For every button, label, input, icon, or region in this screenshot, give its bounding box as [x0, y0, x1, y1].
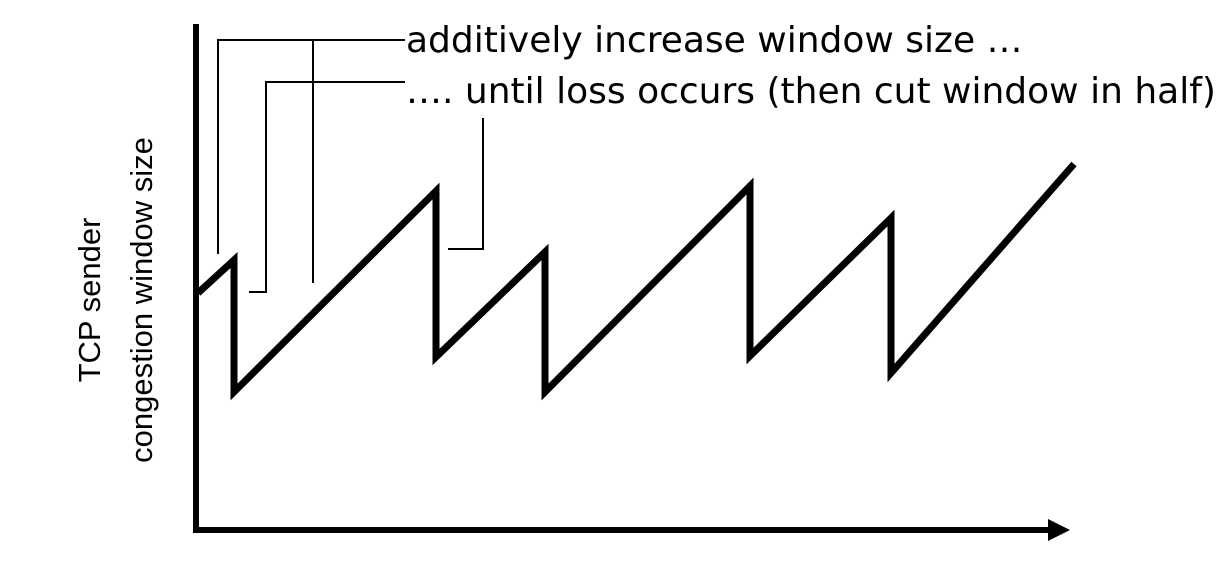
y-axis-label-line2: congestion window size: [124, 137, 159, 463]
loss-annotation: …. until loss occurs (then cut window in…: [406, 71, 1216, 112]
increase-annotation: additively increase window size …: [406, 20, 1023, 61]
increase-leader-line-left: [217, 39, 405, 254]
loss-leader-line-left: [249, 81, 405, 293]
y-axis-label-line1: TCP sender: [72, 218, 107, 383]
loss-leader-line-right: [448, 118, 484, 250]
y-axis-label: TCP sender congestion window size: [72, 137, 159, 463]
congestion-window-sawtooth-line: [195, 161, 1077, 401]
x-axis-arrowhead: [1048, 519, 1070, 541]
